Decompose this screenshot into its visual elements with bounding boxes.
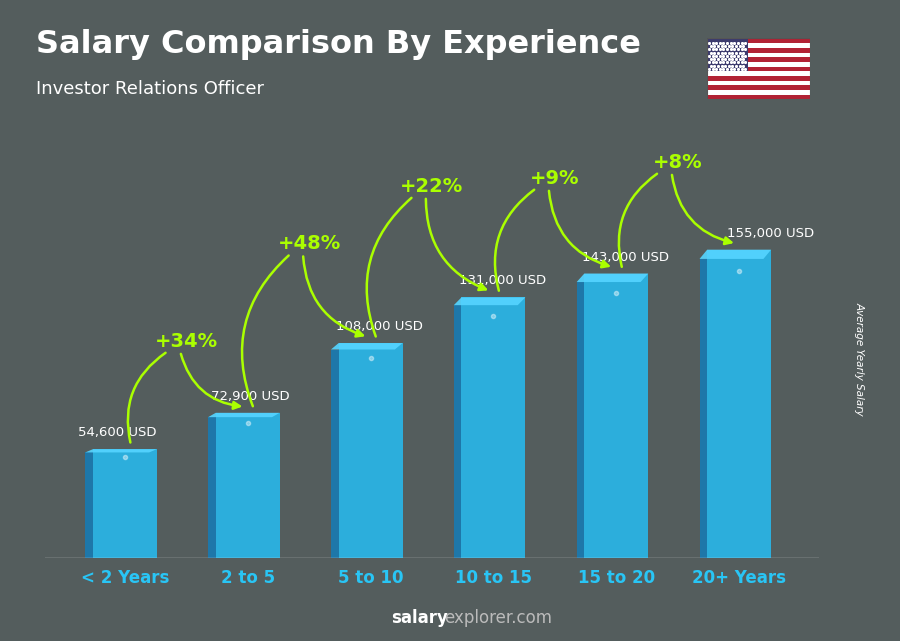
Bar [86,453,93,558]
Bar [577,282,584,558]
Bar [706,81,810,85]
Polygon shape [86,449,157,453]
Text: +34%: +34% [155,332,218,351]
Bar [706,95,810,99]
Polygon shape [577,274,648,282]
Text: 131,000 USD: 131,000 USD [459,274,546,287]
Bar [706,67,810,71]
Text: Salary Comparison By Experience: Salary Comparison By Experience [36,29,641,60]
Bar [707,249,771,558]
Bar [216,413,280,558]
Polygon shape [699,249,771,259]
Bar [706,38,748,71]
Text: Investor Relations Officer: Investor Relations Officer [36,80,264,98]
Text: salary: salary [392,609,448,627]
Polygon shape [208,413,280,417]
Bar [706,71,810,76]
Bar [706,76,810,81]
Polygon shape [331,343,402,349]
Bar [706,48,810,53]
Text: explorer.com: explorer.com [444,609,552,627]
Bar [208,417,216,558]
Text: +48%: +48% [277,234,341,253]
Bar [706,53,810,57]
Bar [93,449,157,558]
Bar [584,274,648,558]
Text: 108,000 USD: 108,000 USD [337,320,423,333]
Bar [462,297,526,558]
Bar [331,349,338,558]
Text: +8%: +8% [652,153,703,172]
Bar [454,305,462,558]
Polygon shape [454,297,526,305]
Text: 54,600 USD: 54,600 USD [78,426,157,439]
Bar [706,38,810,43]
Text: 143,000 USD: 143,000 USD [582,251,669,263]
Text: 72,900 USD: 72,900 USD [211,390,290,403]
Bar [706,57,810,62]
Text: 155,000 USD: 155,000 USD [727,227,814,240]
Bar [706,43,810,48]
Text: +22%: +22% [400,176,464,196]
Bar [338,343,402,558]
Bar [699,259,707,558]
Bar [706,62,810,67]
Text: +9%: +9% [530,169,580,188]
Text: Average Yearly Salary: Average Yearly Salary [854,302,865,416]
Bar [706,85,810,90]
Bar [706,90,810,95]
